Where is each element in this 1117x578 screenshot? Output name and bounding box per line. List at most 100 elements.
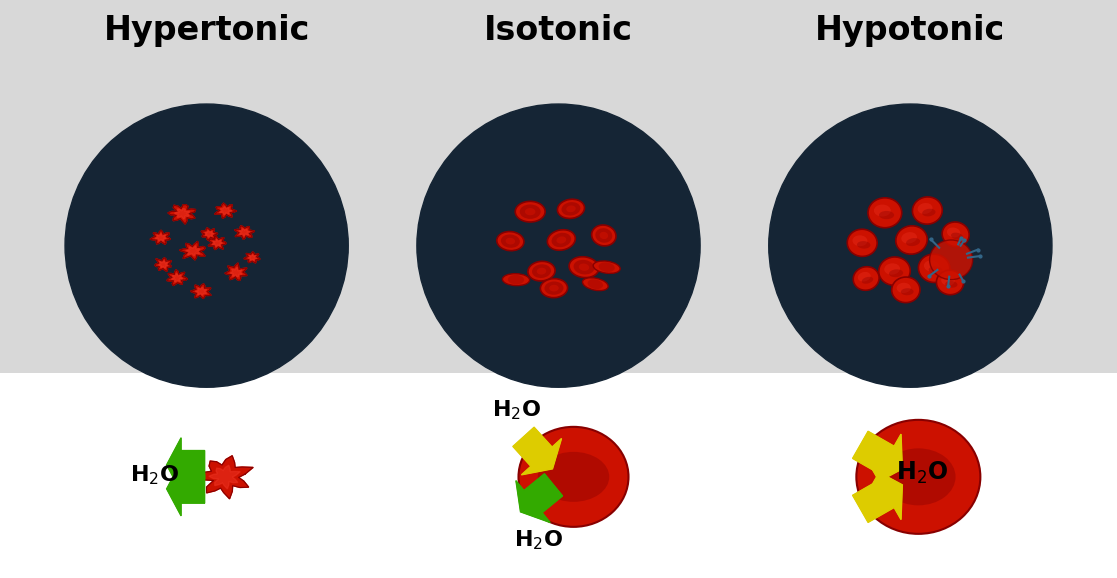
Ellipse shape xyxy=(518,427,629,527)
Polygon shape xyxy=(239,229,250,236)
Circle shape xyxy=(768,104,1052,387)
Ellipse shape xyxy=(885,264,900,275)
Ellipse shape xyxy=(942,222,970,247)
Polygon shape xyxy=(214,203,237,218)
Ellipse shape xyxy=(947,228,961,238)
Polygon shape xyxy=(166,462,204,516)
Ellipse shape xyxy=(552,233,571,247)
Ellipse shape xyxy=(599,262,614,272)
Ellipse shape xyxy=(537,452,609,502)
Ellipse shape xyxy=(848,229,877,257)
Ellipse shape xyxy=(881,449,955,505)
Ellipse shape xyxy=(879,211,894,219)
Ellipse shape xyxy=(936,271,964,295)
Circle shape xyxy=(417,104,700,387)
Ellipse shape xyxy=(853,266,879,290)
Ellipse shape xyxy=(537,268,546,275)
Text: Hypertonic: Hypertonic xyxy=(104,14,309,47)
Text: H$_2$O: H$_2$O xyxy=(514,529,563,553)
Ellipse shape xyxy=(873,205,890,217)
Ellipse shape xyxy=(515,201,545,222)
Ellipse shape xyxy=(868,198,901,228)
Ellipse shape xyxy=(906,238,920,246)
Ellipse shape xyxy=(541,279,567,298)
Ellipse shape xyxy=(901,288,914,295)
Ellipse shape xyxy=(901,232,917,243)
Ellipse shape xyxy=(918,254,949,283)
Ellipse shape xyxy=(918,203,933,214)
Ellipse shape xyxy=(532,264,551,278)
Text: H$_2$O: H$_2$O xyxy=(896,460,948,486)
Ellipse shape xyxy=(566,205,575,212)
Ellipse shape xyxy=(942,276,955,286)
Polygon shape xyxy=(225,263,247,280)
Polygon shape xyxy=(174,209,190,219)
Ellipse shape xyxy=(896,226,927,254)
Polygon shape xyxy=(197,455,254,499)
Bar xyxy=(0,0,1117,373)
Polygon shape xyxy=(516,474,563,523)
Ellipse shape xyxy=(528,261,555,281)
Ellipse shape xyxy=(929,240,973,280)
Polygon shape xyxy=(201,228,218,240)
Ellipse shape xyxy=(600,232,608,239)
Ellipse shape xyxy=(547,229,575,250)
Polygon shape xyxy=(209,465,240,489)
Ellipse shape xyxy=(573,260,594,275)
Polygon shape xyxy=(155,234,166,241)
Polygon shape xyxy=(235,226,255,239)
Ellipse shape xyxy=(582,277,608,291)
Ellipse shape xyxy=(923,209,936,216)
Polygon shape xyxy=(166,270,188,286)
Polygon shape xyxy=(204,231,214,238)
Ellipse shape xyxy=(861,277,873,284)
Circle shape xyxy=(65,104,349,387)
Ellipse shape xyxy=(570,257,599,277)
Ellipse shape xyxy=(506,238,515,244)
Polygon shape xyxy=(191,284,211,299)
Ellipse shape xyxy=(500,235,519,248)
Ellipse shape xyxy=(556,236,566,243)
Ellipse shape xyxy=(592,225,615,246)
Ellipse shape xyxy=(595,228,612,243)
Polygon shape xyxy=(159,261,168,268)
Text: H$_2$O: H$_2$O xyxy=(130,463,179,487)
Ellipse shape xyxy=(508,275,524,284)
Text: Isotonic: Isotonic xyxy=(484,14,633,47)
Ellipse shape xyxy=(889,269,904,277)
Polygon shape xyxy=(219,206,231,215)
Ellipse shape xyxy=(913,197,943,224)
Text: H$_2$O: H$_2$O xyxy=(491,398,541,422)
Ellipse shape xyxy=(497,232,524,251)
Polygon shape xyxy=(155,258,172,271)
Ellipse shape xyxy=(562,202,581,216)
Ellipse shape xyxy=(525,208,535,215)
Ellipse shape xyxy=(928,266,943,275)
Ellipse shape xyxy=(891,277,920,303)
Ellipse shape xyxy=(544,281,563,295)
Polygon shape xyxy=(248,254,257,261)
Polygon shape xyxy=(171,273,183,282)
Ellipse shape xyxy=(852,235,868,246)
Ellipse shape xyxy=(897,283,910,293)
Polygon shape xyxy=(852,468,903,523)
Ellipse shape xyxy=(857,241,870,249)
Polygon shape xyxy=(230,267,242,277)
Polygon shape xyxy=(195,287,207,295)
Ellipse shape xyxy=(579,264,589,271)
Ellipse shape xyxy=(550,285,558,291)
Ellipse shape xyxy=(924,261,939,272)
Bar xyxy=(0,373,1117,578)
Polygon shape xyxy=(180,242,206,260)
Polygon shape xyxy=(852,431,903,486)
Ellipse shape xyxy=(519,205,541,219)
Polygon shape xyxy=(208,236,227,250)
Ellipse shape xyxy=(503,273,529,286)
Polygon shape xyxy=(150,230,171,244)
Ellipse shape xyxy=(858,272,870,281)
Ellipse shape xyxy=(557,199,584,218)
Polygon shape xyxy=(212,239,222,247)
Polygon shape xyxy=(185,246,200,256)
Ellipse shape xyxy=(857,420,981,534)
Polygon shape xyxy=(166,438,204,492)
